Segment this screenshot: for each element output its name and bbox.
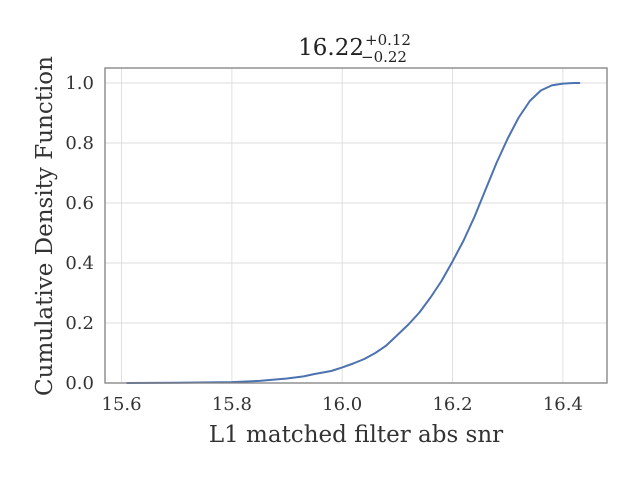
- x-tick-label: 16.0: [322, 394, 362, 415]
- x-tick-label: 15.8: [212, 394, 252, 415]
- x-tick-label: 15.6: [102, 394, 142, 415]
- y-tick-labels: 0.0 0.2 0.4 0.6 0.8 1.0: [65, 73, 94, 394]
- x-tick-labels: 15.6 15.8 16.0 16.2 16.4: [102, 394, 583, 415]
- y-tick-label: 0.0: [65, 373, 94, 394]
- x-tick-label: 16.2: [432, 394, 472, 415]
- chart-title-upper-error: +0.12: [365, 31, 411, 49]
- y-tick-label: 1.0: [65, 73, 94, 94]
- y-tick-label: 0.6: [65, 193, 94, 214]
- chart-title-lower-error: −0.22: [361, 48, 407, 66]
- y-tick-label: 0.8: [65, 133, 94, 154]
- cdf-series-line: [126, 82, 581, 384]
- series-layer: [126, 82, 581, 384]
- x-tick-label: 16.4: [543, 394, 583, 415]
- y-tick-label: 0.2: [65, 313, 94, 334]
- x-axis-label: L1 matched filter abs snr: [209, 422, 503, 448]
- plot-frame: [104, 67, 608, 384]
- y-tick-label: 0.4: [65, 253, 94, 274]
- y-axis-label: Cumulative Density Function: [32, 56, 58, 396]
- grid-lines: [105, 68, 607, 384]
- chart-title: 16.22: [298, 35, 364, 61]
